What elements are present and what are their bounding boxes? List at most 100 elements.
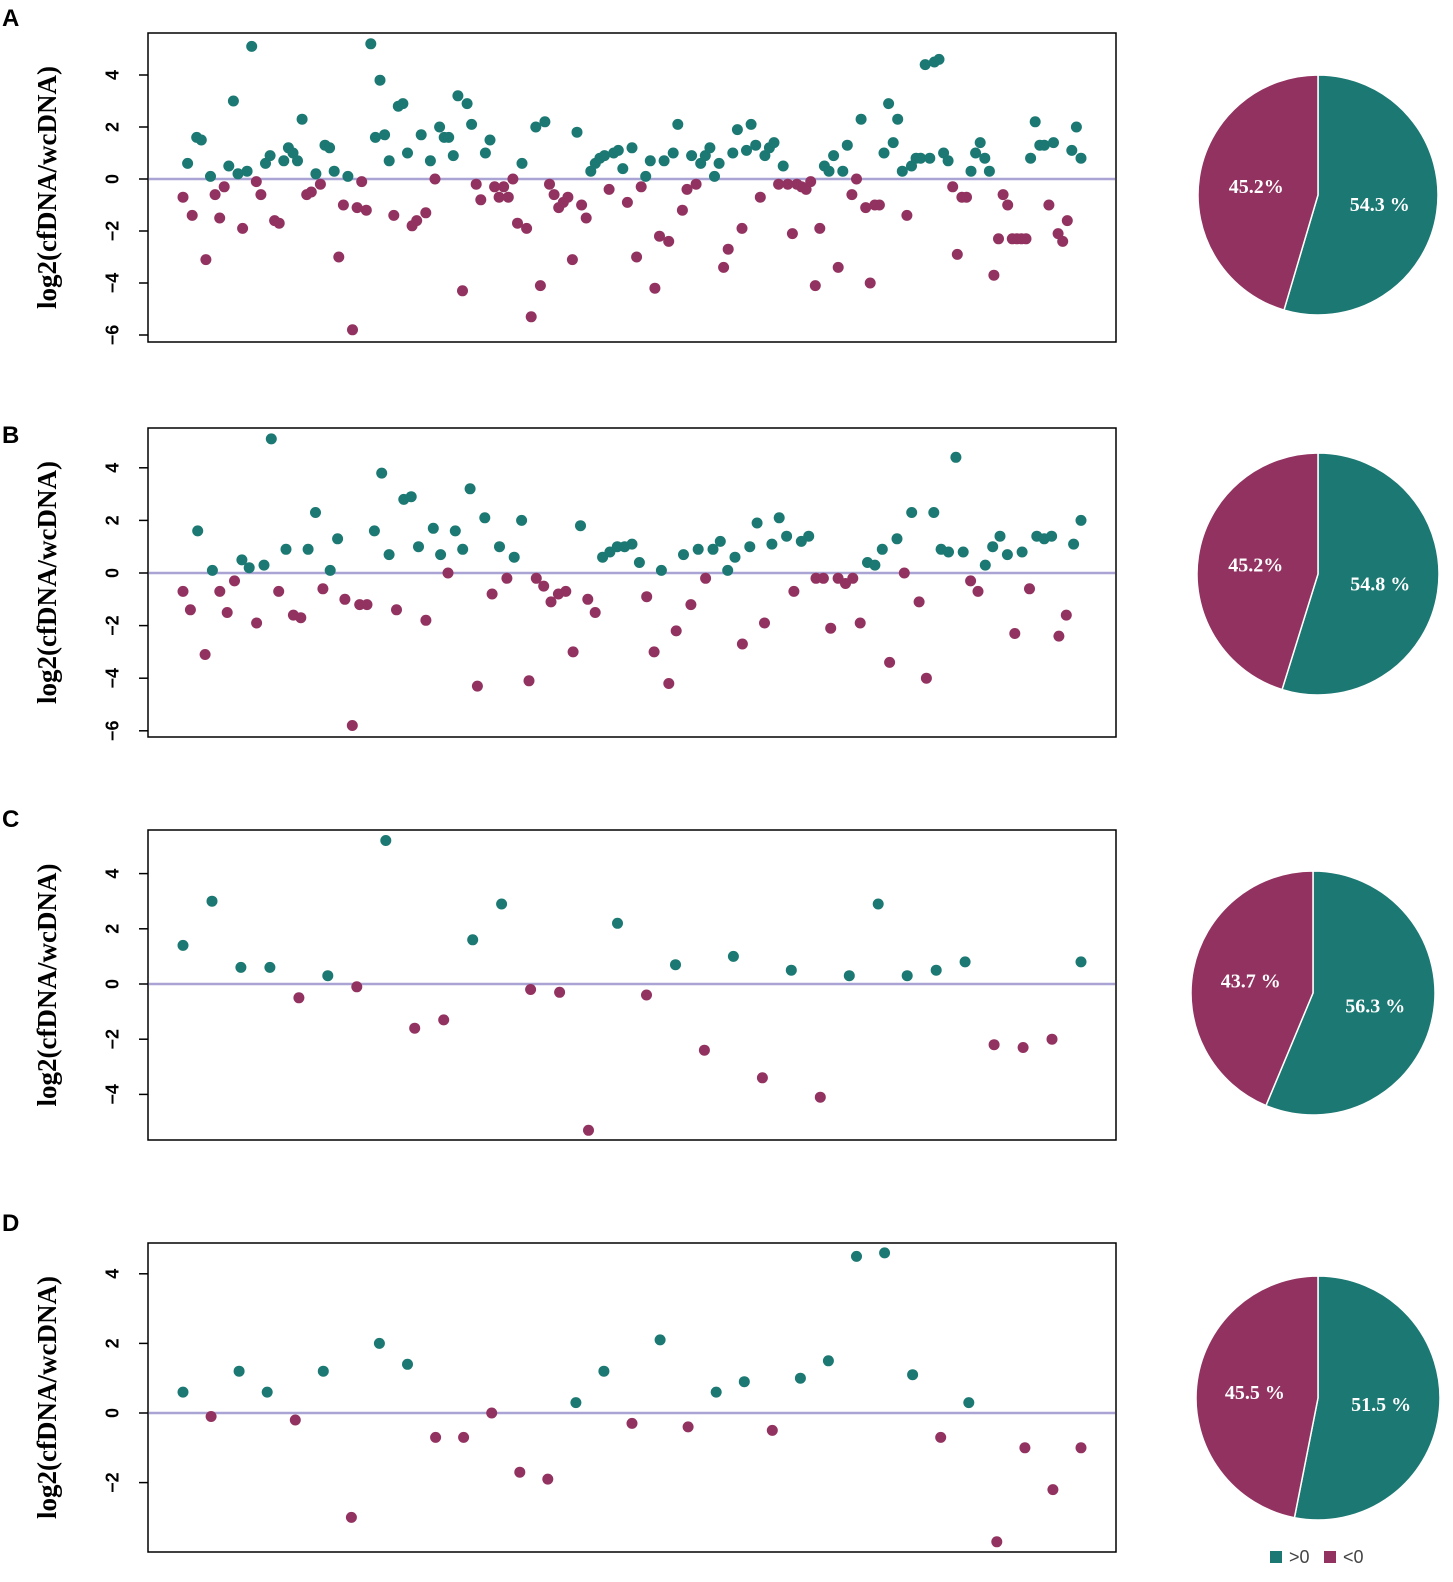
panel-b-point	[339, 593, 351, 605]
panel-d-point	[851, 1250, 862, 1262]
panel-b-point	[471, 680, 483, 692]
panel-a-point	[649, 282, 661, 294]
pie-a-label-positive: 54.3 %	[1350, 194, 1410, 216]
panel-d-point	[570, 1397, 582, 1409]
panel-b-point	[663, 678, 675, 689]
panel-a-point	[704, 142, 716, 154]
panel-b-point	[847, 572, 859, 584]
panel-b-point	[538, 580, 550, 592]
panel-a-point	[736, 222, 748, 234]
panel-d-ytick-label: 0	[102, 1408, 122, 1418]
panel-b-point	[523, 675, 535, 687]
panel-a-point	[777, 160, 789, 172]
pie-c-label-positive: 56.3 %	[1345, 995, 1405, 1017]
panel-a-point	[525, 311, 537, 323]
panel-d-point	[1019, 1442, 1031, 1454]
panel-a-point	[919, 59, 931, 71]
panel-b-point	[751, 517, 763, 529]
panel-b-point	[943, 546, 954, 558]
panel-b-point	[678, 549, 689, 561]
panel-b-point	[626, 538, 638, 550]
panel-a-point	[635, 181, 647, 193]
panel-b-point	[545, 596, 557, 608]
panel-a-point	[745, 118, 757, 130]
panel-a-point	[961, 191, 972, 203]
panel-c-point	[351, 981, 363, 993]
panel-b-point	[214, 585, 226, 597]
panel-a-point	[292, 155, 303, 167]
panel-b-point	[221, 607, 233, 618]
panel-d-point	[654, 1334, 666, 1346]
panel-a-point	[512, 217, 523, 229]
legend-positive-swatch	[1270, 1551, 1282, 1563]
panel-c-point	[1017, 1042, 1029, 1053]
panel-a-point	[741, 144, 752, 156]
panel-a-plot-frame	[147, 32, 1117, 343]
panel-a-point	[1048, 137, 1059, 149]
panel-a-point	[218, 181, 230, 193]
panel-b-point	[449, 525, 461, 537]
panel-a-point	[663, 235, 675, 247]
panel-b-point	[479, 512, 491, 524]
panel-a-point	[915, 152, 927, 164]
panel-b-ytick-label: −2	[102, 615, 122, 636]
panel-a-point	[727, 147, 739, 159]
panel-b-point	[1060, 609, 1072, 621]
panel-a-point	[544, 178, 555, 190]
panel-b-point	[346, 720, 358, 731]
panel-a-point	[654, 230, 665, 242]
panel-b-point	[891, 533, 903, 545]
panel-a-point	[1057, 235, 1069, 247]
panel-b-point	[648, 646, 660, 658]
panel-a-point	[1038, 139, 1050, 151]
panel-d-point	[1047, 1484, 1059, 1496]
panel-a-point	[232, 168, 244, 180]
panel-a-point	[805, 176, 817, 188]
panel-a-point	[388, 209, 400, 221]
panel-c-point	[1046, 1033, 1058, 1045]
panel-b-point	[229, 575, 240, 587]
panel-d-point	[598, 1365, 610, 1377]
panel-a-point	[644, 155, 656, 167]
panel-a-point	[841, 139, 853, 151]
panel-a-point	[397, 98, 409, 110]
panel-b-point	[206, 564, 218, 576]
panel-b-label: B	[2, 422, 19, 449]
panel-d-ylabel: log2(cfDNA/wcDNA)	[32, 1276, 62, 1519]
panel-a-point	[690, 178, 702, 190]
panel-a-point	[205, 170, 216, 182]
panel-c-point	[496, 898, 508, 910]
panel-b-point	[641, 591, 653, 603]
panel-c-point	[641, 989, 652, 1001]
panel-a-point	[933, 53, 945, 65]
panel-b-ytick-label: −6	[102, 721, 122, 742]
panel-c-label: C	[2, 806, 19, 833]
panel-a-point	[667, 147, 679, 159]
panel-a-point	[901, 209, 913, 221]
panel-a-point	[1029, 116, 1041, 128]
panel-a-point	[1020, 233, 1032, 245]
panel-a-point	[429, 173, 441, 185]
panel-a-point	[379, 129, 391, 141]
legend-negative-label: <0	[1343, 1547, 1364, 1567]
panel-a-point	[374, 74, 386, 86]
panel-b-point	[722, 564, 734, 576]
panel-a-point	[452, 90, 464, 102]
panel-a-point	[1025, 152, 1037, 164]
panel-a-point	[530, 121, 542, 133]
panel-a-label: A	[2, 5, 19, 32]
panel-a-point	[250, 176, 262, 188]
panel-a-point	[447, 150, 459, 162]
panel-b-point	[251, 617, 263, 629]
panel-a-point	[681, 183, 693, 195]
panel-b-point	[376, 467, 388, 479]
panel-a-point	[970, 147, 982, 159]
panel-b-point	[965, 575, 977, 587]
panel-b-point	[486, 588, 498, 600]
panel-b-point	[324, 564, 336, 576]
panel-a-point	[461, 98, 473, 110]
panel-b-point	[295, 612, 307, 624]
panel-a-point	[892, 113, 904, 125]
panel-a-point	[466, 118, 478, 130]
panel-d-point	[345, 1511, 357, 1523]
